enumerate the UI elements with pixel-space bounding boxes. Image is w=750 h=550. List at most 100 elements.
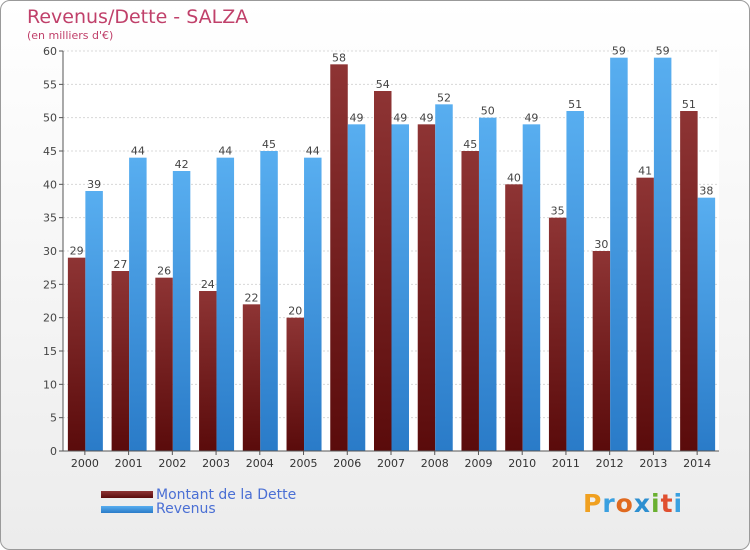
bar-dette <box>374 91 392 451</box>
x-tick-label: 2005 <box>290 457 318 470</box>
bar-revenus <box>260 151 278 451</box>
x-tick-label: 2004 <box>246 457 274 470</box>
x-tick-label: 2007 <box>377 457 405 470</box>
logo-letter: o <box>615 489 634 518</box>
bar-revenus <box>347 124 366 451</box>
bar-revenus <box>391 124 409 451</box>
bar-revenus <box>172 171 191 451</box>
data-label-revenus: 49 <box>524 111 538 124</box>
y-tick-label: 40 <box>43 178 57 191</box>
data-label-revenus: 50 <box>481 105 495 118</box>
x-tick-label: 2002 <box>158 457 186 470</box>
bar-dette <box>155 277 173 451</box>
data-label-dette: 45 <box>463 138 477 151</box>
logo-letter: x <box>633 489 651 518</box>
data-label-revenus: 52 <box>437 91 451 104</box>
y-tick-label: 0 <box>50 445 57 458</box>
data-label-revenus: 39 <box>87 178 101 191</box>
data-label-revenus: 42 <box>175 158 189 171</box>
data-label-dette: 41 <box>638 165 652 178</box>
data-label-dette: 54 <box>376 78 390 91</box>
data-label-dette: 20 <box>288 305 302 318</box>
logo-letter: i <box>673 489 684 518</box>
logo-letter: t <box>660 489 674 518</box>
bar-revenus <box>566 111 584 451</box>
x-tick-label: 2001 <box>115 457 143 470</box>
bar-dette <box>199 291 217 451</box>
data-label-dette: 29 <box>70 245 84 258</box>
data-label-dette: 26 <box>157 265 171 278</box>
x-tick-label: 2013 <box>639 457 667 470</box>
bar-revenus <box>85 191 103 451</box>
bar-dette <box>417 124 436 451</box>
x-tick-label: 2008 <box>421 457 449 470</box>
bar-dette <box>461 151 479 451</box>
bar-revenus <box>697 197 716 451</box>
data-label-dette: 51 <box>682 98 696 111</box>
data-label-dette: 49 <box>419 111 433 124</box>
data-label-revenus: 44 <box>131 145 145 158</box>
x-tick-label: 2012 <box>596 457 624 470</box>
data-label-dette: 22 <box>245 291 259 304</box>
chart-title: Revenus/Dette - SALZA <box>27 6 249 28</box>
bar-revenus <box>129 157 147 451</box>
proxiti-logo: Proxiti <box>583 489 683 518</box>
data-label-revenus: 44 <box>306 145 320 158</box>
bar-revenus <box>304 157 322 451</box>
x-tick-label: 2014 <box>683 457 711 470</box>
y-tick-label: 5 <box>50 412 57 425</box>
bar-dette <box>636 177 654 451</box>
y-tick-label: 10 <box>43 378 57 391</box>
data-label-revenus: 49 <box>350 111 364 124</box>
bar-dette <box>242 304 261 451</box>
y-tick-label: 35 <box>43 212 57 225</box>
data-label-dette: 58 <box>332 51 346 64</box>
bar-dette <box>330 64 348 452</box>
y-tick-label: 25 <box>43 278 57 291</box>
bar-dette <box>111 271 130 451</box>
y-tick-label: 50 <box>43 112 57 125</box>
data-label-revenus: 51 <box>568 98 582 111</box>
y-tick-label: 15 <box>43 345 57 358</box>
x-tick-label: 2003 <box>202 457 230 470</box>
y-tick-label: 55 <box>43 78 57 91</box>
y-tick-label: 45 <box>43 145 57 158</box>
data-label-revenus: 49 <box>393 111 407 124</box>
y-tick-label: 60 <box>43 45 57 58</box>
bar-revenus <box>216 157 235 451</box>
data-label-dette: 30 <box>594 238 608 251</box>
data-label-revenus: 44 <box>218 145 232 158</box>
data-label-revenus: 59 <box>656 45 670 58</box>
bar-revenus <box>653 57 672 452</box>
x-tick-label: 2000 <box>71 457 99 470</box>
bar-dette <box>286 317 305 451</box>
data-label-dette: 27 <box>113 258 127 271</box>
logo-letter: i <box>651 489 661 518</box>
bar-dette <box>67 257 86 451</box>
data-label-dette: 35 <box>551 205 565 218</box>
bar-dette <box>548 217 567 451</box>
chart-subtitle: (en milliers d'€) <box>27 29 114 42</box>
x-tick-label: 2011 <box>552 457 580 470</box>
x-tick-label: 2010 <box>508 457 536 470</box>
data-label-revenus: 59 <box>612 45 626 58</box>
bar-revenus <box>435 104 453 451</box>
data-label-revenus: 38 <box>699 185 713 198</box>
logo-letter: P <box>583 489 603 518</box>
legend-swatch-dette <box>101 491 153 498</box>
x-tick-label: 2009 <box>464 457 492 470</box>
legend-label-dette: Montant de la Dette <box>156 487 297 503</box>
data-label-dette: 24 <box>201 278 215 291</box>
x-tick-label: 2006 <box>333 457 361 470</box>
bar-revenus <box>610 57 628 452</box>
bar-revenus <box>522 124 541 451</box>
data-label-dette: 40 <box>507 171 521 184</box>
y-tick-label: 30 <box>43 245 57 258</box>
legend-swatch-revenus <box>101 506 153 513</box>
bar-revenus <box>478 117 497 452</box>
data-label-revenus: 45 <box>262 138 276 151</box>
bar-dette <box>680 111 698 451</box>
legend-label-revenus: Revenus <box>156 501 216 517</box>
bar-dette <box>592 251 611 451</box>
